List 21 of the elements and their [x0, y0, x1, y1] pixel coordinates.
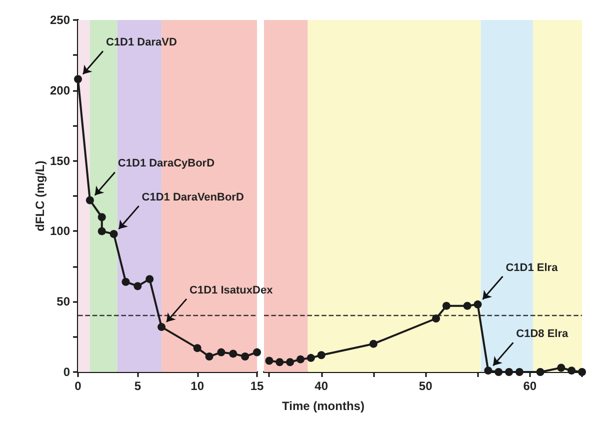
y-tick-label: 250 — [50, 13, 70, 27]
x-tick-label: 40 — [314, 379, 328, 393]
x-tick-label: 60 — [523, 379, 537, 393]
y-tick-label: 100 — [50, 224, 70, 238]
y-tick-label: 50 — [56, 294, 70, 309]
annotation: C1D1 DaraVenBorD — [142, 192, 244, 204]
x-tick-label: 5 — [134, 379, 142, 393]
y-tick-label: 200 — [50, 83, 70, 98]
annotation: C1D1 DaraCyBorD — [118, 158, 215, 170]
annotation: C1D1 DaraVD — [106, 36, 177, 49]
x-axis-title: Time (months) — [282, 399, 364, 413]
x-tick-label: 0 — [74, 379, 82, 393]
x-tick-label: 10 — [190, 379, 204, 393]
y-tick-label: 150 — [50, 154, 70, 168]
annotation: C1D1 IsatuxDex — [190, 284, 274, 296]
annotation: C1D8 Elra — [516, 328, 570, 340]
annotation: C1D1 Elra — [506, 262, 559, 274]
x-tick-label: 15 — [250, 379, 264, 393]
y-axis-title: dFLC (mg/L) — [33, 160, 48, 232]
x-tick-label: 50 — [418, 379, 433, 393]
y-tick-label: 0 — [63, 365, 70, 379]
